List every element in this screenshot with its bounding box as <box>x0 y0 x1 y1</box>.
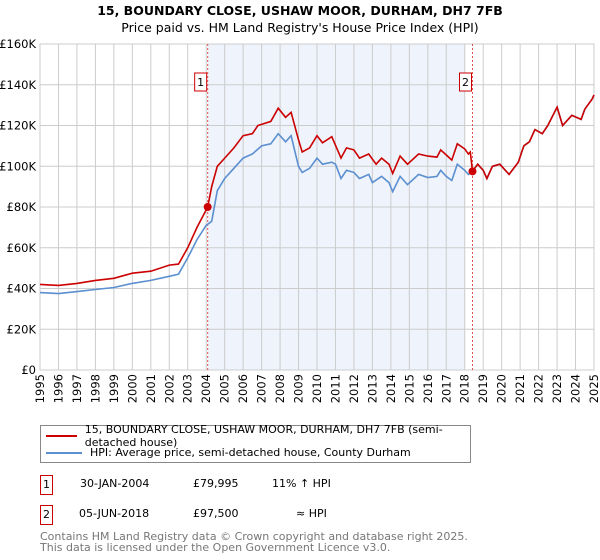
x-tick-label: 2025 <box>587 374 600 403</box>
x-tick-label: 2020 <box>495 374 509 403</box>
chart-title: 15, BOUNDARY CLOSE, USHAW MOOR, DURHAM, … <box>97 3 503 18</box>
y-tick-label: £160K <box>0 37 36 51</box>
x-tick-label: 1997 <box>70 374 84 403</box>
x-tick-label: 2021 <box>513 374 527 403</box>
chart-subtitle: Price paid vs. HM Land Registry's House … <box>121 20 479 35</box>
x-tick-label: 2002 <box>162 374 176 403</box>
x-tick-label: 2022 <box>532 374 546 403</box>
sale-label: 1 <box>197 76 204 89</box>
x-tick-label: 2013 <box>365 374 379 403</box>
y-tick-label: £0 <box>21 363 36 377</box>
transaction-badge: 1 <box>40 475 53 495</box>
x-tick-label: 2014 <box>384 374 398 403</box>
sale-point <box>203 203 212 212</box>
x-tick-label: 2008 <box>273 374 287 403</box>
transaction-date: 30-JAN-2004 <box>80 477 150 490</box>
legend-swatch-blue <box>46 451 82 454</box>
transaction-price: £97,500 <box>193 507 239 520</box>
y-tick-label: £20K <box>7 322 37 336</box>
x-tick-label: 2023 <box>550 374 564 403</box>
x-tick-label: 1999 <box>107 374 121 403</box>
x-tick-label: 2003 <box>181 374 195 403</box>
legend-item-hpi: HPI: Average price, semi-detached house,… <box>41 444 411 461</box>
x-tick-label: 2004 <box>199 374 213 403</box>
y-tick-label: £120K <box>0 119 36 133</box>
legend: 15, BOUNDARY CLOSE, USHAW MOOR, DURHAM, … <box>40 423 471 463</box>
transaction-date: 05-JUN-2018 <box>79 507 150 520</box>
legend-item-property: 15, BOUNDARY CLOSE, USHAW MOOR, DURHAM, … <box>41 423 470 449</box>
x-tick-label: 2001 <box>144 374 158 403</box>
sale-label: 2 <box>462 76 469 89</box>
footer-copyright: Contains HM Land Registry data © Crown c… <box>40 530 468 543</box>
x-tick-label: 1995 <box>33 374 47 403</box>
y-tick-label: £100K <box>0 159 36 173</box>
x-tick-label: 2007 <box>255 374 269 403</box>
x-tick-label: 2006 <box>236 374 250 403</box>
y-tick-label: £140K <box>0 78 36 92</box>
x-tick-label: 2015 <box>402 374 416 403</box>
transaction-hpi: ≈ HPI <box>296 507 327 520</box>
x-tick-label: 2009 <box>292 374 306 403</box>
x-tick-label: 2019 <box>476 374 490 403</box>
x-tick-label: 2016 <box>421 374 435 403</box>
x-tick-label: 2017 <box>439 374 453 403</box>
y-tick-label: £40K <box>7 282 37 296</box>
price-chart: 1995 1996 1997 1998 1999 2000 2001 2002 2003 2004… <box>0 37 600 403</box>
x-tick-label: 2000 <box>125 374 139 403</box>
transaction-price: £79,995 <box>193 477 239 490</box>
legend-label: 15, BOUNDARY CLOSE, USHAW MOOR, DURHAM, … <box>84 422 443 449</box>
x-tick-label: 1998 <box>88 374 102 403</box>
x-tick-label: 1996 <box>51 374 65 403</box>
transaction-badge: 2 <box>40 505 53 525</box>
legend-label: HPI: Average price, semi-detached house,… <box>90 446 411 459</box>
sale-label-box <box>458 72 472 92</box>
y-tick-label: £60K <box>7 241 37 255</box>
sale-point <box>468 167 477 176</box>
sale-label-box <box>194 72 208 92</box>
transaction-hpi: 11% ↑ HPI <box>272 477 331 490</box>
footer-licence: This data is licensed under the Open Gov… <box>40 541 391 554</box>
x-tick-label: 2012 <box>347 374 361 403</box>
x-tick-label: 2005 <box>218 374 232 403</box>
x-tick-label: 2010 <box>310 374 324 403</box>
legend-swatch-red <box>46 434 77 437</box>
plot-frame <box>39 43 595 371</box>
x-tick-label: 2024 <box>569 374 583 403</box>
x-tick-label: 2011 <box>328 374 342 403</box>
x-tick-label: 2018 <box>458 374 472 403</box>
property-price-line <box>39 94 595 287</box>
y-tick-label: £80K <box>7 200 37 214</box>
